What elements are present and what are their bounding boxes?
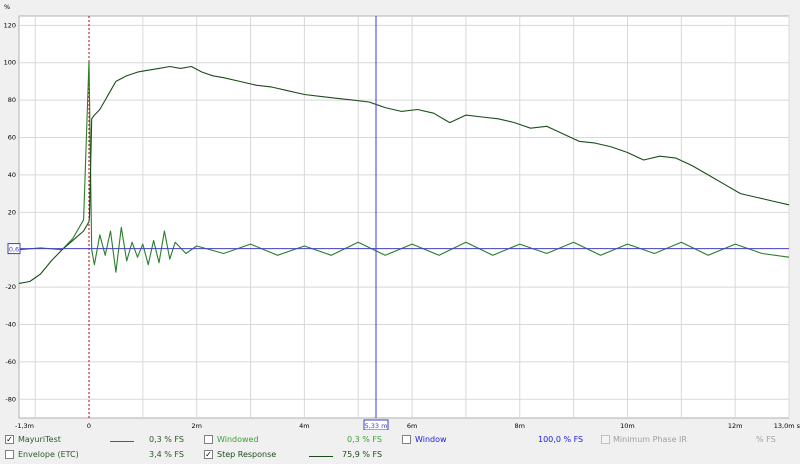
y-tick-label: -80	[5, 395, 16, 403]
window-value: 100,0 % FS	[538, 435, 584, 444]
impulse-response-chart[interactable]: 120 100 80 60 40 20 -20 -40 -60 -80 -1,3m 0 2m 4m 6m 8…	[0, 0, 800, 430]
minimum-phase-checkbox[interactable]	[601, 435, 610, 444]
cursor-y-readout: 0,6	[9, 246, 19, 254]
y-tick-label: 20	[8, 208, 16, 216]
cursor-x-readout-box	[363, 419, 389, 430]
x-axis-ticks: -1,3m 0 2m 4m 6m 8m 10m 12m 13,0m s	[15, 422, 800, 430]
envelope-checkbox[interactable]	[5, 450, 14, 459]
mayuri-swatch	[110, 441, 134, 442]
envelope-label: Envelope (ETC)	[18, 450, 79, 459]
y-tick-label: -20	[5, 283, 16, 291]
legend-panel: ✓ MayuriTest 0,3 % FS Windowed 0,3 % FS …	[0, 430, 800, 464]
step-response-value: 75,9 % FS	[342, 450, 383, 459]
step-response-label: Step Response	[217, 450, 277, 459]
windowed-label: Windowed	[217, 435, 259, 444]
cursor-y-readout-box	[7, 243, 21, 255]
mayuri-label: MayuriTest	[18, 435, 61, 444]
series-line-mayuritest	[18, 60, 790, 273]
minimum-phase-label: Minimum Phase IR	[613, 435, 687, 444]
window-checkbox[interactable]	[402, 435, 411, 444]
grid	[19, 16, 790, 418]
y-axis-ticks: 120 100 80 60 40 20 -20 -40 -60 -80	[4, 21, 16, 403]
legend-row-2: Envelope (ETC) 3,4 % FS ✓ Step Response …	[0, 448, 800, 464]
x-tick-label: 8m	[515, 422, 525, 430]
y-tick-label: -60	[5, 358, 16, 366]
x-tick-label: 0	[87, 422, 91, 430]
plot-area[interactable]	[18, 15, 790, 419]
y-axis-unit: %	[4, 3, 10, 11]
step-response-swatch	[309, 456, 333, 457]
mayuri-checkbox[interactable]: ✓	[5, 434, 14, 444]
cursor[interactable]: 5,33 m 0,6	[7, 16, 789, 430]
window-label: Window	[415, 435, 447, 444]
x-tick-label: 2m	[191, 422, 201, 430]
x-tick-label: 6m	[407, 422, 417, 430]
envelope-value: 3,4 % FS	[149, 450, 184, 459]
mayuri-value: 0,3 % FS	[149, 435, 184, 444]
y-tick-label: 80	[8, 96, 16, 104]
x-tick-label: -1,3m	[15, 422, 34, 430]
cursor-x-readout: 5,33 m	[365, 422, 388, 430]
minimum-phase-value: % FS	[756, 435, 776, 444]
x-tick-label: 13,0m s	[774, 422, 800, 430]
step-response-checkbox[interactable]: ✓	[204, 449, 213, 459]
series-line-step-response	[18, 65, 790, 284]
y-tick-label: 120	[4, 21, 16, 29]
legend-row-1: ✓ MayuriTest 0,3 % FS Windowed 0,3 % FS …	[0, 433, 800, 449]
x-tick-label: 10m	[620, 422, 635, 430]
x-tick-label: 4m	[299, 422, 309, 430]
y-tick-label: 60	[8, 134, 16, 142]
series-lines	[18, 60, 790, 284]
x-tick-label: 12m	[728, 422, 743, 430]
y-tick-label: -40	[5, 321, 16, 329]
y-tick-label: 100	[4, 59, 16, 67]
windowed-checkbox[interactable]	[204, 435, 213, 444]
y-tick-label: 40	[8, 171, 16, 179]
windowed-value: 0,3 % FS	[347, 435, 382, 444]
